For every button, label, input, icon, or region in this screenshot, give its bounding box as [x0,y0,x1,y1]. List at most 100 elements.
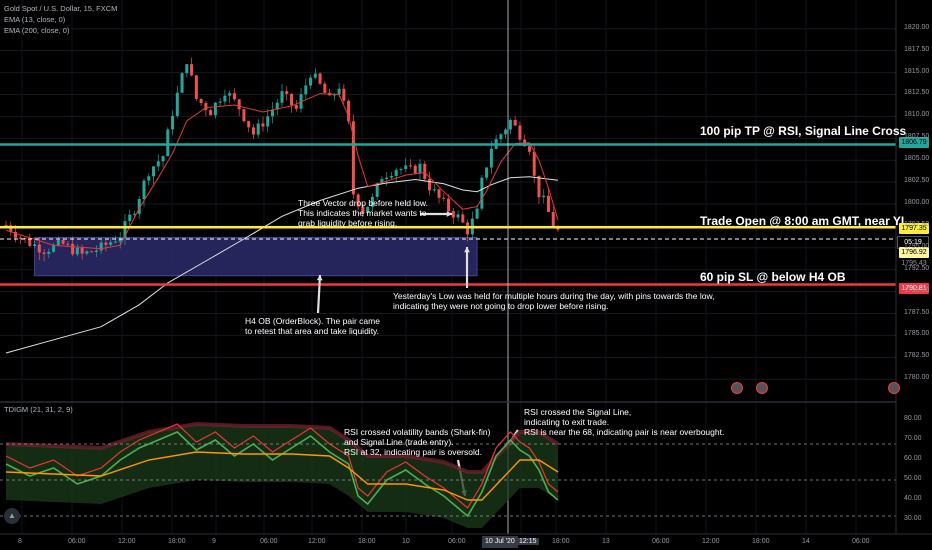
time-tick-label: 18:00 [552,538,570,545]
indicator-tick-label: 60.00 [904,455,922,462]
candle-body [527,146,531,152]
candle-body [99,242,103,251]
candle-body [518,125,522,140]
event-icon-3[interactable] [888,382,900,394]
candle-body [166,129,170,157]
time-tick-label: 10 [402,538,410,545]
candle-body [461,214,465,223]
candle-body [161,156,165,162]
low-price-tag: 1795.43 [899,258,929,269]
candle-body [442,197,446,199]
candle-body [437,189,441,198]
candle-body [94,250,98,252]
legend-ema13: EMA (13, close, 0) [4,15,66,24]
time-tick-label: 14 [802,538,810,545]
candle-body [499,134,503,140]
candle-body [213,102,217,116]
candle-body [66,243,70,245]
candle-body [90,251,94,253]
candle-body [270,109,274,117]
candle-body [147,176,151,181]
candle-body [80,247,84,254]
candle-body [156,161,160,167]
candle-body [285,91,289,94]
candle-body [18,237,22,239]
event-icon-2[interactable] [756,382,768,394]
candle-body [218,101,222,103]
candle-body [14,231,18,238]
ema200-line [5,176,559,354]
time-tick-label: 9 [212,538,216,545]
indicator-tick-label: 70.00 [904,435,922,442]
price-tick-label: 1800.00 [904,199,930,206]
yl-note-2: indicating they were not going to drop l… [393,301,609,311]
ob-note-2: to retest that area and take liquidity. [245,326,380,336]
candle-body [323,83,327,93]
event-icon-1[interactable] [731,382,743,394]
sl-price-tag: 1790.81 [899,283,929,294]
candle-body [109,242,113,245]
candle-body [413,165,417,174]
upper-band [5,421,560,474]
price-tick-label: 1797.50 [904,220,930,228]
candle-body [542,195,546,198]
candle-body [199,98,203,104]
candle-body [28,239,32,247]
time-tick-label: 8 [18,538,22,545]
candle-body [180,73,184,93]
price-tick-label: 1790.00 [904,286,930,294]
rsi-entry-note-2: and Signal Line (trade entry). [344,437,454,447]
candle-body [9,225,13,232]
candle-body [128,214,132,222]
current-price-tag: 1796.92 [899,247,929,258]
candle-body [394,169,398,177]
candle-body [456,214,460,218]
candle-body [304,85,308,95]
price-tick-label: 1802.50 [904,177,930,185]
candle-body [266,116,270,127]
signal-line [5,451,559,501]
rsi-exit-note-3: RSI is near the 68, indicating pair is n… [524,427,725,437]
candle-body [118,238,122,242]
rsi-line [5,431,559,518]
vector-note-1: Three Vector drop before held low. [298,198,428,208]
time-tick-label: 12:00 [702,538,720,545]
candle-body [132,213,136,215]
price-tick-label: 1820.00 [904,23,930,31]
sl-label: 60 pip SL @ below H4 OB [700,270,846,284]
candle-body [475,208,479,219]
crosshair-date-label: 10 Jul '20 [482,536,518,548]
candle-body [123,221,127,239]
price-tick-label: 1792.50 [904,264,930,272]
candle-body [204,103,208,111]
candle-body [171,115,175,130]
ob-arrow [316,274,322,314]
candle-body [4,225,8,227]
candle-body [142,180,146,200]
candle-body [556,228,560,230]
candle-body [546,195,550,212]
candle-body [385,177,389,180]
ob-arrow-head [316,275,323,281]
candle-body [232,93,236,100]
candle-body [104,242,108,245]
candle-body [451,211,455,218]
time-tick-label: 18:00 [752,538,770,545]
price-tick-label: 1817.50 [904,45,930,53]
candle-body [537,175,541,198]
candle-body [513,119,517,126]
candle-body [23,237,27,240]
time-tick-label: 12:00 [308,538,326,545]
candle-body [33,244,37,247]
candle-body [75,247,79,255]
time-tick-label: 12:00 [118,538,136,545]
price-tick-label: 1780.00 [904,374,930,382]
time-tick-label: 06:00 [852,538,870,545]
tradingview-logo-icon[interactable]: ▲ [4,508,20,524]
price-tick-label: 1807.50 [904,133,930,141]
price-tick-label: 1787.50 [904,308,930,316]
time-tick-label: 06:00 [260,538,278,545]
rsi-exit-note-1: RSI crossed the Signal Line, [524,407,632,417]
